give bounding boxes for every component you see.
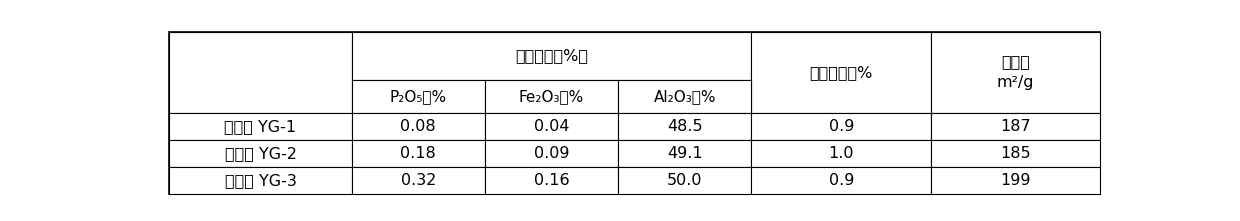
Text: 48.5: 48.5: [667, 119, 702, 134]
Bar: [618, 80, 751, 113]
Bar: [170, 167, 352, 194]
Text: 0.08: 0.08: [401, 119, 436, 134]
Bar: [352, 167, 485, 194]
Text: Fe₂O₃，%: Fe₂O₃，%: [518, 89, 584, 104]
Text: 49.1: 49.1: [667, 146, 702, 161]
Bar: [931, 167, 1100, 194]
Text: 0.09: 0.09: [533, 146, 569, 161]
Text: m²/g: m²/g: [997, 75, 1034, 90]
Text: 50.0: 50.0: [667, 173, 702, 188]
Text: 0.18: 0.18: [401, 146, 436, 161]
Bar: [751, 140, 931, 167]
Bar: [931, 140, 1100, 167]
Text: 0.16: 0.16: [533, 173, 569, 188]
Text: 0.9: 0.9: [828, 119, 854, 134]
Text: 催化剂 YG-1: 催化剂 YG-1: [224, 119, 296, 134]
Text: 催化剂 YG-2: 催化剂 YG-2: [224, 146, 296, 161]
Text: 187: 187: [1001, 119, 1030, 134]
Bar: [352, 32, 751, 80]
Bar: [618, 140, 751, 167]
Bar: [170, 113, 352, 140]
Text: 185: 185: [1001, 146, 1030, 161]
Bar: [485, 80, 618, 113]
Bar: [485, 140, 618, 167]
Bar: [170, 32, 352, 113]
Bar: [931, 32, 1100, 113]
Bar: [751, 32, 931, 113]
Bar: [931, 113, 1100, 140]
Text: Al₂O₃，%: Al₂O₃，%: [653, 89, 715, 104]
Text: 催化剂 YG-3: 催化剂 YG-3: [224, 173, 296, 188]
Bar: [485, 113, 618, 140]
Text: 比表面: 比表面: [1001, 54, 1030, 69]
Text: 0.9: 0.9: [828, 173, 854, 188]
Text: 磨损指数，%: 磨损指数，%: [810, 65, 873, 80]
Bar: [751, 113, 931, 140]
Text: P₂O₅，%: P₂O₅，%: [389, 89, 446, 104]
Text: 化学组成（%）: 化学组成（%）: [515, 48, 588, 63]
Text: 0.04: 0.04: [533, 119, 569, 134]
Text: 1.0: 1.0: [828, 146, 854, 161]
Bar: [618, 167, 751, 194]
Bar: [352, 113, 485, 140]
Text: 199: 199: [1001, 173, 1030, 188]
Text: 0.32: 0.32: [401, 173, 436, 188]
Bar: [618, 113, 751, 140]
Bar: [485, 167, 618, 194]
Bar: [352, 80, 485, 113]
Bar: [352, 140, 485, 167]
Bar: [751, 167, 931, 194]
Bar: [170, 140, 352, 167]
